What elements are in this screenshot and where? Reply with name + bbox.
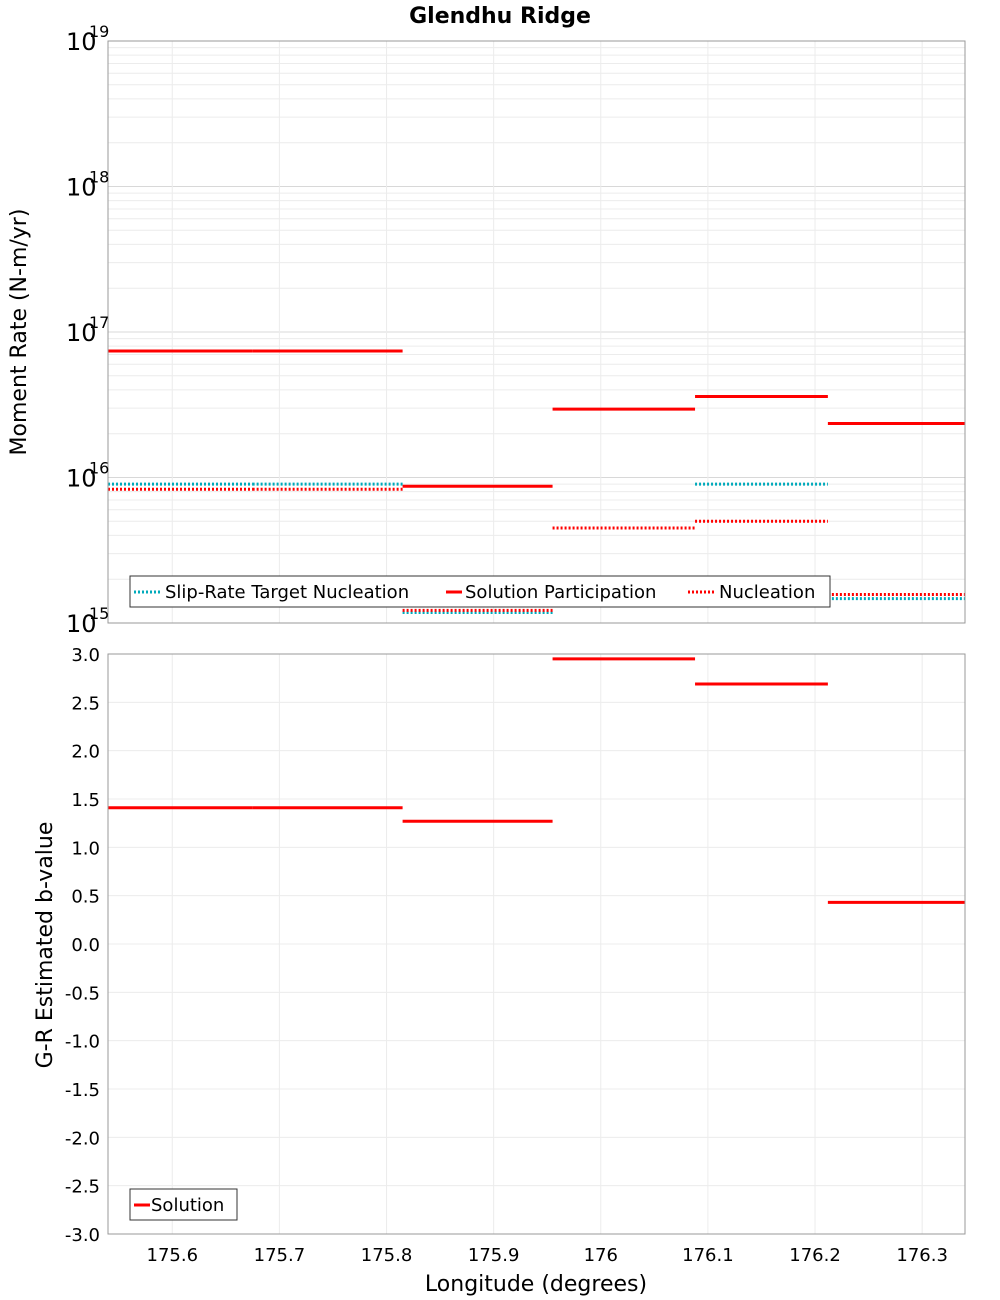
top-y-tick-exponent: 17 xyxy=(89,313,109,332)
bottom-plot-border xyxy=(107,653,966,1235)
bottom-y-tick-label: 0.5 xyxy=(71,887,100,908)
bottom-y-tick-label: 2.0 xyxy=(71,742,100,763)
bottom-y-axis-label: G-R Estimated b-value xyxy=(33,822,58,1069)
bottom-y-tick-label: 1.5 xyxy=(71,790,100,811)
x-tick-label: 175.8 xyxy=(361,1245,413,1266)
top-y-tick-base: 10 xyxy=(66,174,97,202)
x-tick-label: 176.1 xyxy=(682,1245,734,1266)
x-tick-label: 175.6 xyxy=(147,1245,199,1266)
x-tick-label: 176.3 xyxy=(896,1245,948,1266)
bottom-y-tick-label: -2.0 xyxy=(65,1128,100,1149)
top-y-tick-exponent: 15 xyxy=(89,604,109,623)
top-y-tick-exponent: 18 xyxy=(89,168,109,187)
x-tick-label: 176.2 xyxy=(789,1245,841,1266)
bottom-y-tick-label: -2.5 xyxy=(65,1177,100,1198)
bottom-y-tick-label: -0.5 xyxy=(65,983,100,1004)
top-y-tick-exponent: 19 xyxy=(89,22,109,41)
bottom-legend-label: Solution xyxy=(151,1195,224,1216)
bottom-y-tick-label: 0.0 xyxy=(71,935,100,956)
top-y-tick-base: 10 xyxy=(66,465,97,493)
bottom-y-tick-label: -3.0 xyxy=(65,1225,100,1246)
top-y-axis-label: Moment Rate (N-m/yr) xyxy=(7,209,32,456)
top-plot-border xyxy=(107,40,966,624)
x-tick-label: 175.9 xyxy=(468,1245,520,1266)
x-tick-label: 175.7 xyxy=(254,1245,306,1266)
top-y-tick-exponent: 16 xyxy=(89,459,109,478)
chart-title: Glendhu Ridge xyxy=(409,4,591,29)
top-legend-label: Slip-Rate Target Nucleation xyxy=(165,582,409,603)
bottom-y-tick-label: 3.0 xyxy=(71,645,100,666)
x-tick-label: 176 xyxy=(584,1245,618,1266)
bottom-y-tick-label: 1.0 xyxy=(71,838,100,859)
top-legend-label: Nucleation xyxy=(719,582,815,603)
bottom-y-tick-label: -1.5 xyxy=(65,1080,100,1101)
bottom-y-tick-label: -1.0 xyxy=(65,1032,100,1053)
x-axis-label: Longitude (degrees) xyxy=(425,1272,647,1297)
top-y-tick-base: 10 xyxy=(66,610,97,638)
bottom-y-tick-label: 2.5 xyxy=(71,693,100,714)
top-y-tick-base: 10 xyxy=(66,28,97,56)
top-legend-label: Solution Participation xyxy=(465,582,656,603)
top-y-tick-base: 10 xyxy=(66,319,97,347)
